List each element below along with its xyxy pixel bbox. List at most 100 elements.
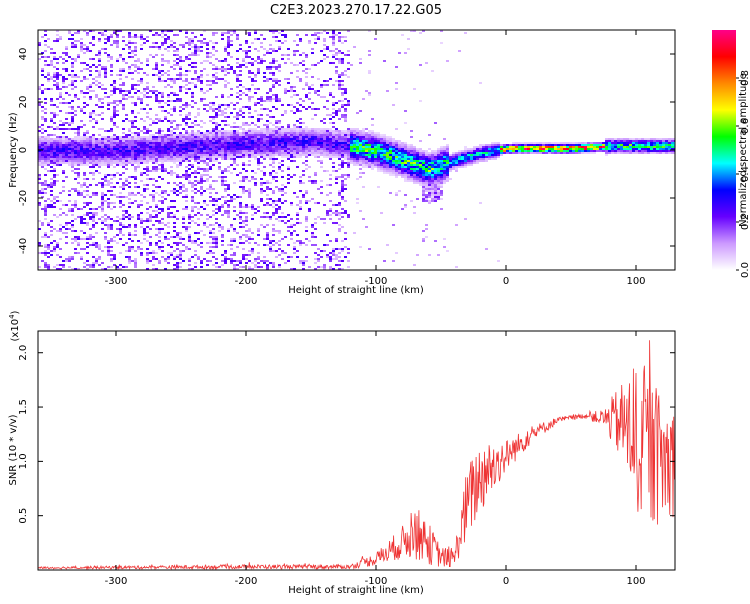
spectrogram-cell xyxy=(119,92,122,94)
spectrogram-cell xyxy=(194,170,197,172)
spectrogram-cell xyxy=(272,94,275,96)
spectrogram-cell xyxy=(308,88,311,90)
spectrogram-cell xyxy=(65,224,68,226)
spectrogram-cell xyxy=(134,64,137,66)
spectrogram-cell xyxy=(302,130,305,132)
spectrogram-cell xyxy=(164,86,167,88)
spectrogram-cell xyxy=(335,112,338,114)
spectrogram-cell xyxy=(206,170,209,172)
spectrogram-cell xyxy=(47,74,50,76)
spectrogram-cell xyxy=(275,122,278,124)
spectrogram-cell xyxy=(284,148,287,150)
spectrogram-cell xyxy=(332,138,335,140)
spectrogram-cell xyxy=(254,110,257,112)
spectrogram-cell xyxy=(47,154,50,156)
spectrogram-cell xyxy=(182,238,185,240)
spectrogram-cell xyxy=(347,144,350,146)
spectrogram-cell xyxy=(101,136,104,138)
spectrogram-cell xyxy=(338,152,341,154)
spectrogram-cell xyxy=(287,132,290,134)
spectrogram-cell xyxy=(275,132,278,134)
spectrogram-cell xyxy=(92,236,95,238)
spectrogram-cell xyxy=(143,230,146,232)
spectrogram-cell xyxy=(332,56,335,58)
spectrogram-cell xyxy=(182,86,185,88)
spectrogram-cell xyxy=(251,138,254,140)
spectrogram-cell xyxy=(290,234,293,236)
spectrogram-cell xyxy=(254,134,257,136)
spectrogram-cell xyxy=(224,60,227,62)
spectrogram-cell xyxy=(332,34,335,36)
spectrogram-cell xyxy=(167,136,170,138)
spectrogram-cell xyxy=(356,132,359,134)
spectrogram-cell xyxy=(374,142,377,144)
spectrogram-cell xyxy=(53,162,56,164)
spectrogram-cell xyxy=(104,138,107,140)
spectrogram-cell xyxy=(206,218,209,220)
spectrogram-cell xyxy=(191,144,194,146)
spectrogram-cell xyxy=(284,156,287,158)
spectrogram-cell xyxy=(362,132,365,134)
spectrogram-cell xyxy=(290,88,293,90)
spectrogram-cell xyxy=(71,170,74,172)
spectrogram-cell xyxy=(47,268,50,270)
spectrogram-cell xyxy=(38,242,41,244)
spectrogram-cell xyxy=(71,84,74,86)
spectrogram-cell xyxy=(212,150,215,152)
spectrogram-cell xyxy=(86,224,89,226)
spectrogram-cell xyxy=(332,144,335,146)
spectrogram-cell xyxy=(224,168,227,170)
spectrogram-cell xyxy=(209,142,212,144)
spectrogram-cell xyxy=(152,92,155,94)
spectrogram-cell xyxy=(389,138,392,140)
spectrogram-cell xyxy=(158,232,161,234)
spectrogram-cell xyxy=(194,50,197,52)
spectrogram-cell xyxy=(110,174,113,176)
spectrogram-cell xyxy=(110,144,113,146)
spectrogram-cell xyxy=(146,226,149,228)
spectrogram-cell xyxy=(134,144,137,146)
spectrogram-cell xyxy=(62,232,65,234)
spectrogram-cell xyxy=(95,150,98,152)
spectrogram-cell xyxy=(242,192,245,194)
spectrogram-cell xyxy=(341,216,344,218)
spectrogram-cell xyxy=(50,166,53,168)
spectrogram-cell xyxy=(272,148,275,150)
spectrogram-cell xyxy=(239,212,242,214)
spectrogram-cell xyxy=(329,146,332,148)
spectrogram-cell xyxy=(332,252,335,254)
spectrogram-cell xyxy=(317,32,320,34)
spectrogram-cell xyxy=(158,138,161,140)
spectrogram-cell xyxy=(53,154,56,156)
spectrogram-cell xyxy=(107,136,110,138)
spectrogram-cell xyxy=(353,144,356,146)
spectrogram-cell xyxy=(95,194,98,196)
spectrogram-cell xyxy=(86,268,89,270)
spectrogram-cell xyxy=(206,44,209,46)
spectrogram-cell xyxy=(230,140,233,142)
spectrogram-cell xyxy=(68,266,71,268)
spectrogram-cell xyxy=(269,116,272,118)
spectrogram-cell xyxy=(221,68,224,70)
spectrogram-cell xyxy=(176,262,179,264)
spectrogram-cell xyxy=(92,226,95,228)
spectrogram-cell xyxy=(287,214,290,216)
spectrogram-cell xyxy=(71,58,74,60)
spectrogram-cell xyxy=(188,222,191,224)
spectrogram-cell xyxy=(62,132,65,134)
spectrogram-cell xyxy=(365,166,368,168)
spectrogram-cell xyxy=(203,136,206,138)
spectrogram-cell xyxy=(257,134,260,136)
spectrogram-cell xyxy=(191,184,194,186)
spectrogram-cell xyxy=(122,36,125,38)
spectrogram-cell xyxy=(347,252,350,254)
spectrogram-cell xyxy=(110,260,113,262)
spectrogram-cell xyxy=(77,136,80,138)
spectrogram-cell xyxy=(143,138,146,140)
spectrogram-cell xyxy=(107,38,110,40)
spectrogram-cell xyxy=(212,204,215,206)
spectrogram-cell xyxy=(329,50,332,52)
spectrogram-cell xyxy=(122,96,125,98)
spectrogram-cell xyxy=(179,158,182,160)
spectrogram-cell xyxy=(179,134,182,136)
